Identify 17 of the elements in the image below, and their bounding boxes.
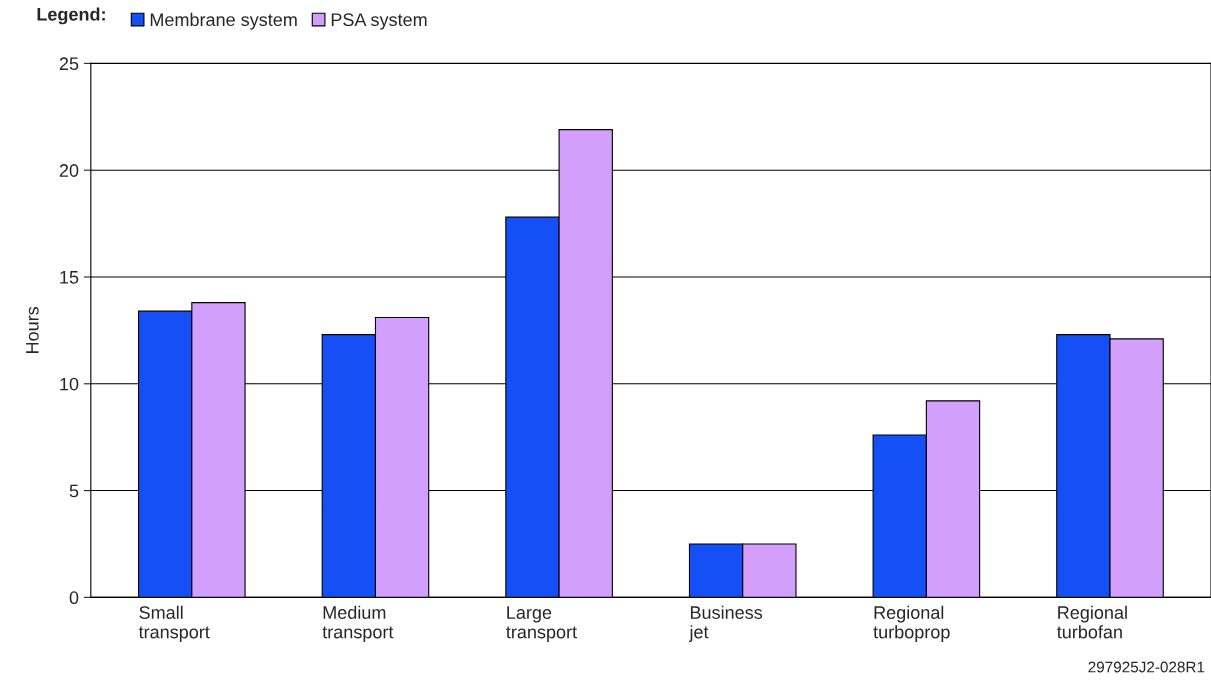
y-tick-label: 5 [69,484,79,498]
legend-label: PSA system [331,13,427,30]
legend-label: Membrane system [150,12,297,30]
text: 297925J2-028R1 [1088,661,1205,673]
x-tick-label: Business jet [689,605,763,642]
y-tick-label: 15 [60,271,79,284]
x-tick-label: Medium transport [322,605,394,642]
y-tick-label: 10 [60,377,79,391]
y-tick-label: 20 [59,164,79,177]
legend-title: Legend: [37,7,105,25]
x-tick-label: Large transport [506,606,577,642]
y-tick-label: 25 [59,57,79,71]
x-tick-label: Regional turbofan [1057,605,1127,639]
x-tick-label: Small transport [138,605,210,642]
y-tick-label: 0 [69,591,79,605]
x-tick-label: Regional turboprop [873,605,950,642]
y-axis-title: Hours [26,306,39,353]
